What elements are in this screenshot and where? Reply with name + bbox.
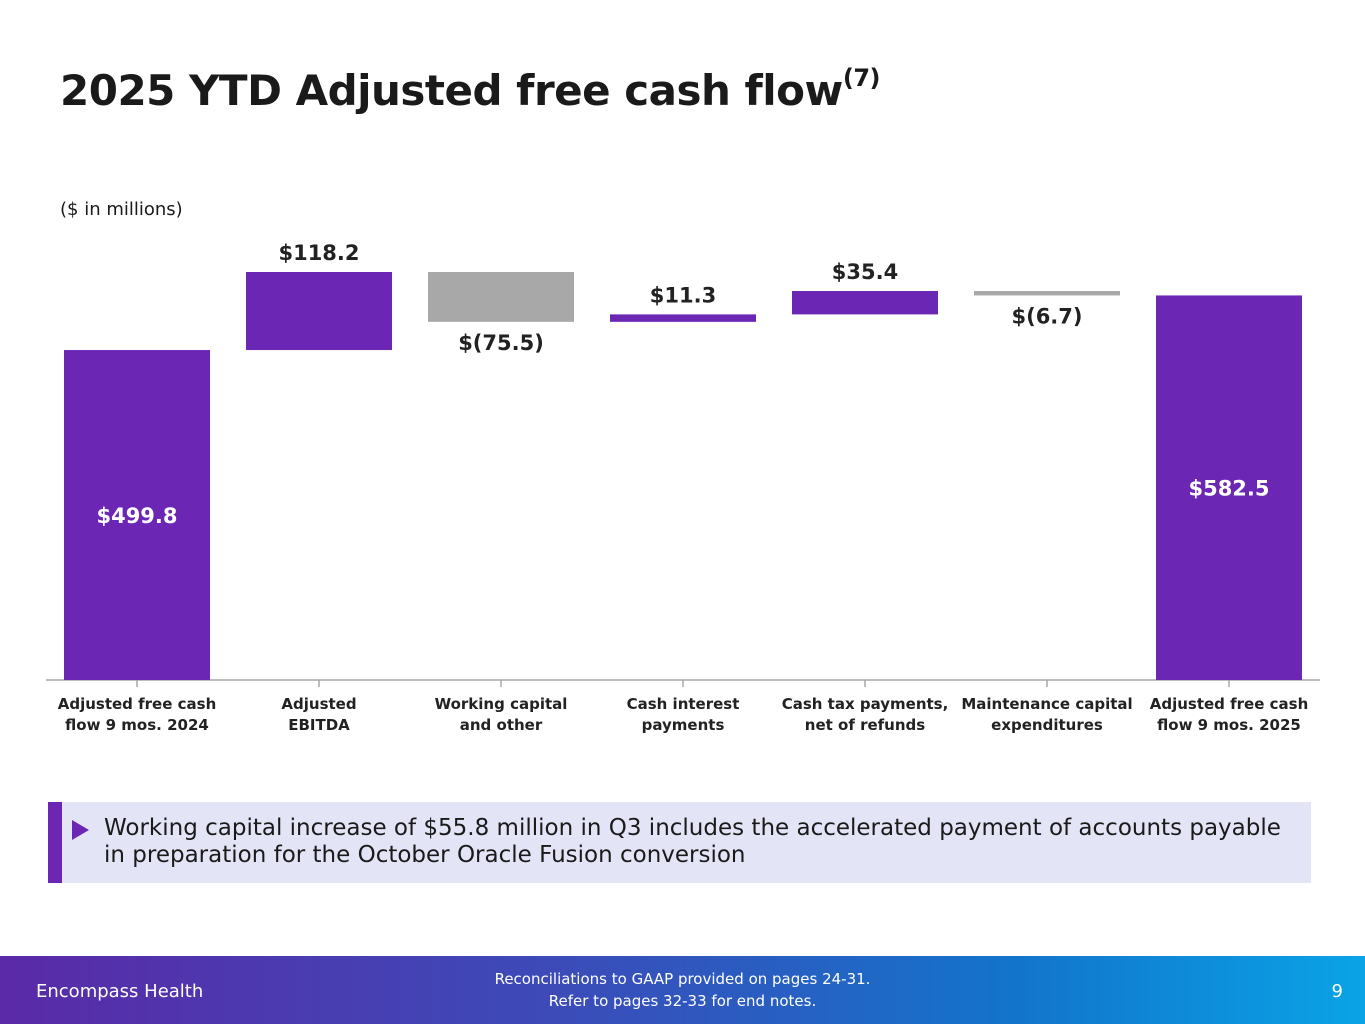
- callout-box: Working capital increase of $55.8 millio…: [48, 802, 1311, 883]
- data-label-1: $499.8: [96, 504, 177, 528]
- category-label-4-line-2: payments: [642, 716, 725, 734]
- category-label-2-line-2: EBITDA: [288, 716, 350, 734]
- category-label-5-line-2: net of refunds: [805, 716, 925, 734]
- category-label-2-line-1: Adjusted: [281, 695, 356, 713]
- waterfall-chart: $499.8 Adjusted free cash flow 9 mos. 2024…: [46, 241, 1320, 734]
- footer: Encompass Health Reconciliations to GAAP…: [0, 956, 1365, 1024]
- category-label-3-line-1: Working capital: [435, 695, 568, 713]
- callout-text: Working capital increase of $55.8 millio…: [104, 815, 1281, 868]
- footer-note: Reconciliations to GAAP provided on page…: [0, 968, 1365, 1012]
- category-label-7-line-2: flow 9 mos. 2025: [1157, 716, 1301, 734]
- category-label-7-line-1: Adjusted free cash: [1150, 695, 1309, 713]
- page-title: 2025 YTD Adjusted free cash flow(7): [60, 64, 881, 115]
- data-label-6: $(6.7): [1011, 304, 1082, 328]
- waterfall-bar-6: [974, 291, 1120, 296]
- waterfall-bar-2: [246, 272, 392, 351]
- waterfall-bar-1: [64, 350, 210, 680]
- footer-note-line-2: Refer to pages 32-33 for end notes.: [548, 992, 817, 1010]
- waterfall-bar-3: [428, 272, 574, 322]
- waterfall-bar-7: [1156, 295, 1302, 680]
- category-label-1-line-1: Adjusted free cash: [58, 695, 217, 713]
- category-label-5-line-1: Cash tax payments,: [782, 695, 949, 713]
- page-number: 9: [1331, 981, 1343, 1002]
- waterfall-bar-5: [792, 291, 938, 315]
- triangle-bullet-icon: [72, 820, 89, 840]
- category-label-6-line-2: expenditures: [991, 716, 1103, 734]
- category-label-1-line-2: flow 9 mos. 2024: [65, 716, 209, 734]
- category-label-4-line-1: Cash interest: [627, 695, 740, 713]
- data-label-4: $11.3: [650, 283, 716, 307]
- data-label-3: $(75.5): [458, 331, 544, 355]
- waterfall-bar-4: [610, 314, 756, 322]
- page-title-text: 2025 YTD Adjusted free cash flow: [60, 66, 843, 115]
- callout-accent-bar: [48, 802, 62, 883]
- units-label: ($ in millions): [60, 199, 183, 220]
- category-label-6-line-1: Maintenance capital: [961, 695, 1132, 713]
- data-label-2: $118.2: [278, 241, 359, 265]
- footer-brand: Encompass Health: [36, 981, 204, 1002]
- footer-note-line-1: Reconciliations to GAAP provided on page…: [494, 970, 871, 988]
- data-label-7: $582.5: [1188, 477, 1269, 501]
- title-endnote-ref: (7): [842, 64, 881, 92]
- data-label-5: $35.4: [832, 260, 898, 284]
- category-label-3-line-2: and other: [460, 716, 543, 734]
